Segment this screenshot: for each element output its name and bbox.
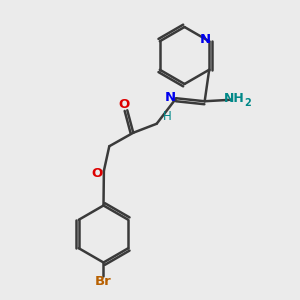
Text: H: H — [163, 110, 172, 123]
Text: N: N — [165, 91, 176, 103]
Text: Br: Br — [95, 275, 112, 288]
Text: O: O — [92, 167, 103, 180]
Text: NH: NH — [224, 92, 245, 105]
Text: N: N — [200, 33, 211, 46]
Text: 2: 2 — [244, 98, 251, 108]
Text: O: O — [119, 98, 130, 111]
